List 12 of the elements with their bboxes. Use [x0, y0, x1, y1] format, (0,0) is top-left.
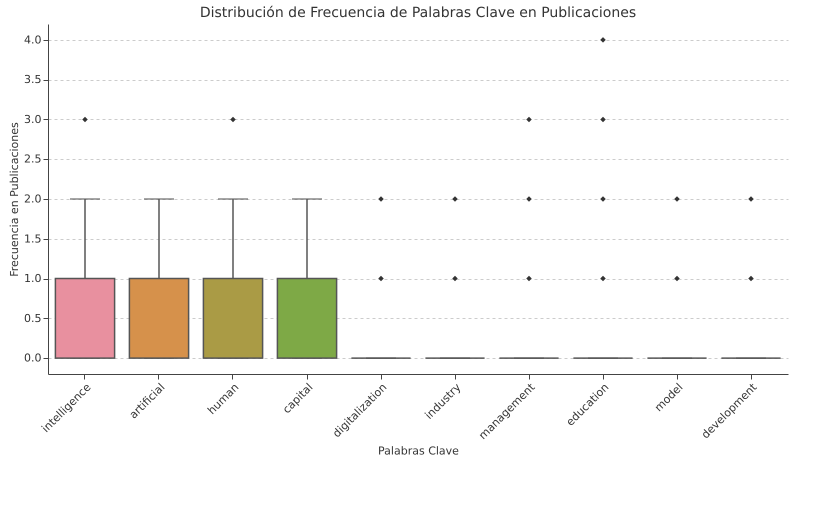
y-tick-label: 0.5	[24, 312, 42, 325]
y-tick-label: 3.5	[24, 73, 42, 86]
chart-title: Distribución de Frecuencia de Palabras Clave en Publicaciones	[200, 5, 636, 21]
y-tick-label: 2.5	[24, 152, 42, 166]
y-tick-label: 1.5	[24, 232, 42, 246]
y-tick-label: 3.0	[24, 112, 42, 126]
y-tick-label: 4.0	[24, 33, 42, 46]
y-tick-label: 0.0	[24, 352, 42, 365]
y-tick-label: 2.0	[24, 192, 42, 206]
y-axis-title: Frecuencia en Publicaciones	[8, 122, 22, 277]
x-axis-title: Palabras Clave	[378, 444, 460, 458]
y-tick-label: 1.0	[24, 272, 42, 286]
